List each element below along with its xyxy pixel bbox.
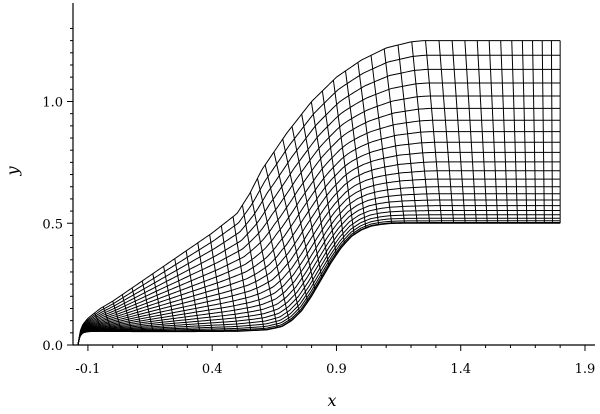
mesh-line-streamwise [77, 54, 561, 346]
x-axis-label: x [327, 391, 336, 410]
mesh-line-streamwise [77, 220, 561, 346]
mesh-line-crossflow [232, 216, 252, 331]
mesh-line-crossflow [141, 280, 154, 332]
mesh-line-crossflow [345, 70, 367, 229]
mesh-line-streamwise [77, 161, 561, 346]
mesh-line-crossflow [541, 40, 545, 224]
mesh-line-crossflow [310, 101, 337, 256]
mesh-line-crossflow [282, 138, 316, 291]
mesh-line-crossflow [273, 151, 309, 303]
mesh-line-streamwise [77, 193, 561, 346]
mesh-line-crossflow [550, 40, 553, 224]
mesh-line-crossflow [321, 90, 346, 245]
y-tick-label: 0.0 [42, 339, 63, 354]
mesh-line-crossflow [383, 48, 406, 224]
mesh-line-streamwise [77, 214, 561, 346]
mesh-line-streamwise [77, 217, 561, 346]
mesh-line-streamwise [77, 210, 561, 346]
mesh-line-crossflow [241, 204, 265, 331]
mesh-line-crossflow [521, 40, 528, 224]
mesh-line-streamwise [77, 95, 561, 346]
mesh-line-crossflow [425, 40, 443, 224]
y-tick-label: 0.5 [42, 217, 63, 232]
mesh-line-crossflow [397, 44, 418, 224]
axes [67, 3, 595, 351]
mesh-line-streamwise [77, 170, 561, 346]
mesh-line-crossflow [464, 40, 477, 224]
y-axis-label: y [3, 166, 22, 177]
mesh-line-streamwise [77, 40, 561, 346]
x-tick-label: 0.9 [326, 362, 347, 377]
mesh-line-streamwise [77, 119, 561, 346]
mesh-line-crossflow [86, 319, 94, 332]
mesh-line-crossflow [357, 62, 380, 225]
mesh-line-streamwise [77, 141, 561, 346]
mesh-line-crossflow [102, 306, 113, 332]
mesh-line-crossflow [209, 234, 226, 332]
mesh-line-crossflow [438, 40, 455, 224]
mesh-line-crossflow [152, 273, 165, 332]
mesh-line-crossflow [291, 126, 323, 279]
mesh-line-crossflow [511, 40, 519, 224]
mesh-line-streamwise [77, 68, 561, 346]
mesh-line-crossflow [476, 40, 488, 224]
mesh-line-crossflow [197, 242, 213, 332]
x-tick-label: 1.4 [450, 362, 471, 377]
mesh-line-crossflow [500, 40, 509, 224]
mesh-line-streamwise [77, 131, 561, 346]
mesh-line-crossflow [301, 114, 330, 267]
mesh-line-crossflow [174, 258, 189, 332]
mesh-line-streamwise [77, 151, 561, 346]
mesh-line-streamwise [77, 82, 561, 346]
mesh-line-crossflow [249, 191, 278, 328]
x-tick-label: 0.4 [202, 362, 223, 377]
mesh-line-crossflow [94, 312, 103, 332]
mesh-line-crossflow [488, 40, 499, 224]
mesh-line-crossflow [532, 40, 537, 224]
mesh-grid [77, 40, 561, 346]
mesh-line-crossflow [163, 266, 177, 332]
mesh-line-crossflow [370, 55, 393, 224]
mesh-line-crossflow [220, 225, 239, 332]
x-tick-label: -0.1 [75, 362, 100, 377]
tick-labels: -0.1 0.4 0.9 1.4 1.9 0.0 0.5 1.0 [42, 96, 595, 378]
mesh-line-crossflow [264, 164, 301, 314]
mesh-line-crossflow [256, 178, 290, 323]
mesh-line-streamwise [77, 199, 561, 346]
mesh-line-crossflow [121, 294, 133, 332]
mesh-line-crossflow [112, 301, 122, 332]
mesh-line-crossflow [332, 80, 355, 235]
mesh-line-streamwise [77, 222, 561, 346]
mesh-line-crossflow [81, 327, 86, 333]
mesh-line-streamwise [77, 186, 561, 346]
y-tick-label: 1.0 [42, 96, 63, 111]
mesh-line-streamwise [77, 178, 561, 346]
mesh-line-streamwise [77, 107, 561, 346]
mesh-line-streamwise [77, 205, 561, 346]
mesh-line-crossflow [451, 40, 466, 224]
mesh-line-crossflow [411, 41, 431, 224]
x-tick-label: 1.9 [575, 362, 596, 377]
mesh-line-crossflow [131, 287, 143, 332]
mesh-line-crossflow [185, 250, 201, 332]
